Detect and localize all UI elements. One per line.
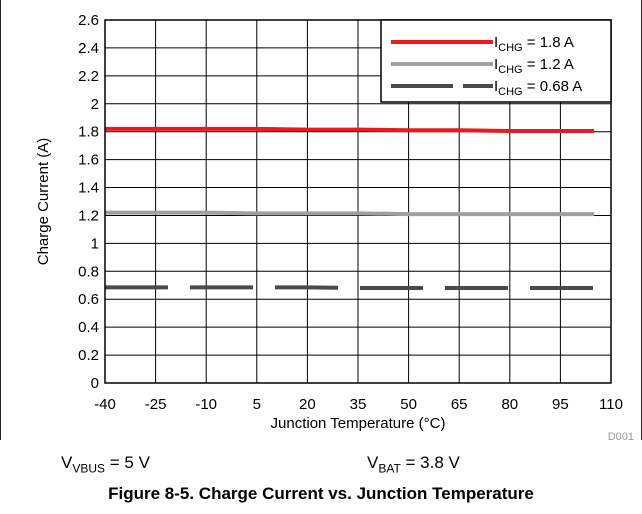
x-axis-label: Junction Temperature (°C) [271,415,446,432]
y-tick-label: 0 [91,375,99,392]
x-tick-label: 20 [299,396,316,413]
vbat-value: = 3.8 V [400,453,460,472]
x-tick-label: -10 [195,396,217,413]
x-tick-label: -25 [145,396,167,413]
series-line-1 [105,126,595,133]
vbus-value: = 5 V [105,453,150,472]
y-tick-label: 0.2 [78,347,99,364]
y-tick-label: 1 [91,235,99,252]
series-line-3 [105,285,595,291]
y-tick-label: 1.4 [78,180,99,197]
vbus-symbol: V [61,453,73,472]
y-tick-label: 2.2 [78,68,99,85]
y-tick-label: 0.6 [78,291,99,308]
y-tick-label: 2 [91,96,99,113]
figure-code: D001 [608,431,634,440]
y-tick-label: 1.8 [78,124,99,141]
series-line-2 [105,210,595,217]
vbus-condition: VVBUS = 5 V [61,453,150,475]
legend-box [380,19,612,103]
x-axis-ticks: -40 -25 -10 5 20 35 50 65 80 95 110 [94,396,623,413]
y-tick-label: 2.6 [78,12,99,29]
x-tick-label: 5 [253,396,261,413]
y-axis-label: Charge Current (A) [35,138,52,266]
legend-label-1: ICHG = 1.8 A [494,34,574,54]
y-tick-label: 1.2 [78,207,99,224]
vbat-subscript: BAT [378,461,401,476]
series-layer [105,126,595,291]
x-tick-label: 35 [350,396,367,413]
plot-area [104,19,612,384]
x-tick-label: 95 [552,396,569,413]
y-axis-ticks: 0 0.2 0.4 0.6 0.8 1 1.2 1.4 1.6 1.8 2 2.2 2.4 2.6 [78,12,99,392]
legend-label-2: ICHG = 1.2 A [494,56,574,76]
x-tick-label: 80 [501,396,518,413]
vbat-symbol: V [367,453,379,472]
x-tick-label: 110 [599,396,623,413]
y-tick-label: 0.4 [78,319,99,336]
y-tick-label: 0.8 [78,263,99,280]
legend-label-3: ICHG = 0.68 A [494,78,582,98]
figure-caption: Figure 8-5. Charge Current vs. Junction … [108,484,534,503]
x-tick-label: 65 [451,396,468,413]
x-tick-label: -40 [94,396,116,413]
y-tick-label: 1.6 [78,152,99,169]
x-tick-label: 50 [400,396,417,413]
line-chart: -40 -25 -10 5 20 35 50 65 80 95 110 0 0.2 0.4 0.6 0.8 1… [0,0,642,440]
y-tick-label: 2.4 [78,40,99,57]
vbat-condition: VBAT = 3.8 V [367,453,460,475]
vbus-subscript: VBUS [72,461,106,476]
